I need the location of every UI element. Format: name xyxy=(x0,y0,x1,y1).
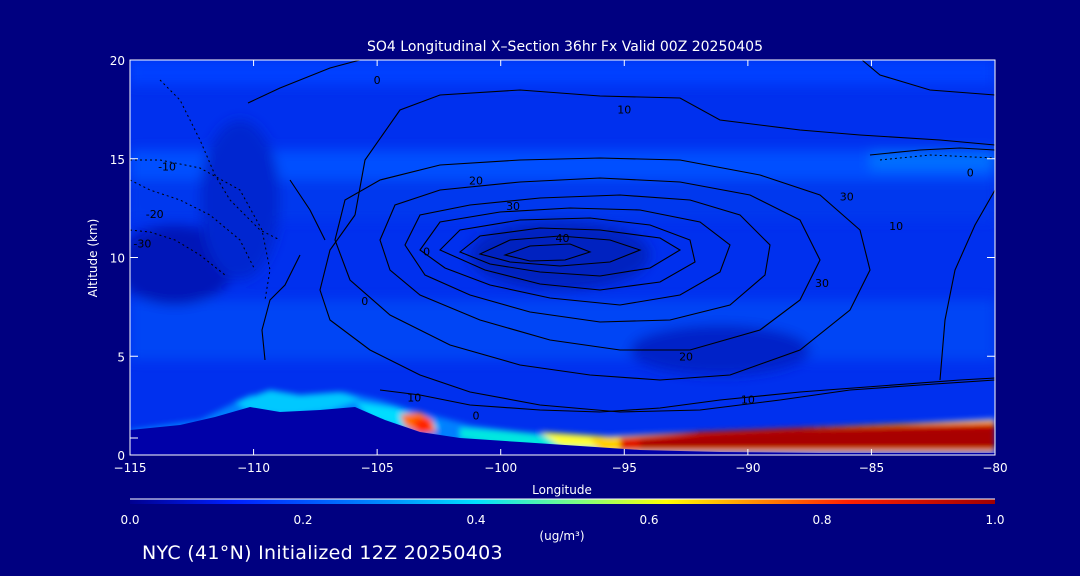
contour-label: 0 xyxy=(473,410,480,423)
colorbar-tick-label: 0.4 xyxy=(466,513,485,527)
contour-35 xyxy=(419,207,731,306)
contour-0-c xyxy=(261,254,301,361)
solid-contours xyxy=(247,60,995,413)
contour-25 xyxy=(379,177,821,351)
contour-0-a xyxy=(247,60,361,104)
contour-label: 30 xyxy=(840,190,854,203)
contour-label: -20 xyxy=(146,208,164,221)
y-tick-label: 5 xyxy=(117,350,125,364)
y-axis-label: Altitude (km) xyxy=(86,219,100,298)
contour-55 xyxy=(503,243,592,262)
x-axis: −115 −110 −105 −100 −95 −90 −85 −80 xyxy=(114,60,1008,475)
plot-area: 0 10 -10 0 20 30 30 -20 10 40 -30 0 0 30 20 10 10 0 xyxy=(130,60,995,455)
contour-45 xyxy=(458,227,682,277)
contour-label: -10 xyxy=(158,161,176,174)
contour-label: 0 xyxy=(967,167,974,180)
x-tick-label: −85 xyxy=(859,461,884,475)
contour-labels: 0 10 -10 0 20 30 30 -20 10 40 -30 0 0 30 20 10 10 0 xyxy=(133,74,973,423)
contour-label: 30 xyxy=(506,200,520,213)
x-tick-label: −95 xyxy=(612,461,637,475)
x-tick-label: −100 xyxy=(484,461,517,475)
contour-east-edge xyxy=(939,189,995,381)
contour-neg-upper xyxy=(159,79,281,241)
y-tick-label: 15 xyxy=(110,153,125,167)
contour-0-b xyxy=(861,60,995,96)
x-tick-label: −80 xyxy=(982,461,1007,475)
terrain-mask xyxy=(130,407,995,455)
contour-label: 0 xyxy=(374,74,381,87)
contour-label: 0 xyxy=(361,295,368,308)
contour-label: 10 xyxy=(617,103,631,116)
colorbar-tick-label: 0.6 xyxy=(639,513,658,527)
colorbar-ramp xyxy=(130,499,995,504)
footer-text: NYC (41°N) Initialized 12Z 20250403 xyxy=(142,542,503,564)
contour-neg-10 xyxy=(130,159,271,301)
contour-50 xyxy=(478,235,642,267)
colorbar: 0.0 0.2 0.4 0.6 0.8 1.0 (ug/m³) xyxy=(120,498,1005,543)
colorbar-ticks: 0.0 0.2 0.4 0.6 0.8 1.0 xyxy=(120,513,1004,527)
contour-label: 40 xyxy=(556,232,570,245)
y-tick-label: 20 xyxy=(110,54,125,68)
contour-label: 10 xyxy=(407,392,421,405)
contour-label: 20 xyxy=(469,174,483,187)
contour-label: 30 xyxy=(815,277,829,290)
colorbar-tick-label: 0.8 xyxy=(812,513,831,527)
contour-label: 20 xyxy=(679,350,693,363)
x-tick-label: −105 xyxy=(361,461,394,475)
x-tick-label: −115 xyxy=(114,461,147,475)
colorbar-tick-label: 0.0 xyxy=(120,513,139,527)
contour-lower xyxy=(379,377,995,413)
x-tick-label: −90 xyxy=(735,461,760,475)
contour-0-d xyxy=(289,179,326,241)
contour-40 xyxy=(439,217,696,291)
y-axis: 0 5 10 15 20 xyxy=(110,54,995,463)
colorbar-units: (ug/m³) xyxy=(539,529,584,543)
x-tick-label: −110 xyxy=(237,461,270,475)
contour-10-east xyxy=(869,147,995,156)
contour-neg-east xyxy=(879,154,995,161)
background-shading xyxy=(130,60,995,375)
x-axis-label: Longitude xyxy=(532,483,592,497)
contour-label: 0 xyxy=(423,246,430,259)
contour-label: 10 xyxy=(741,394,755,407)
contour-30 xyxy=(404,194,771,323)
contour-label: 10 xyxy=(889,220,903,233)
chart-title: SO4 Longitudinal X–Section 36hr Fx Valid… xyxy=(367,39,763,55)
contour-20 xyxy=(334,157,871,381)
contour-label: -30 xyxy=(133,238,151,251)
contour-10 xyxy=(319,89,995,413)
contour-neg-30 xyxy=(130,229,226,276)
colorbar-tick-label: 1.0 xyxy=(985,513,1004,527)
contour-neg-20 xyxy=(130,179,256,271)
y-tick-label: 0 xyxy=(117,449,125,463)
dashed-contours xyxy=(130,79,995,301)
colorbar-tick-label: 0.2 xyxy=(293,513,312,527)
y-tick-label: 10 xyxy=(110,252,125,266)
